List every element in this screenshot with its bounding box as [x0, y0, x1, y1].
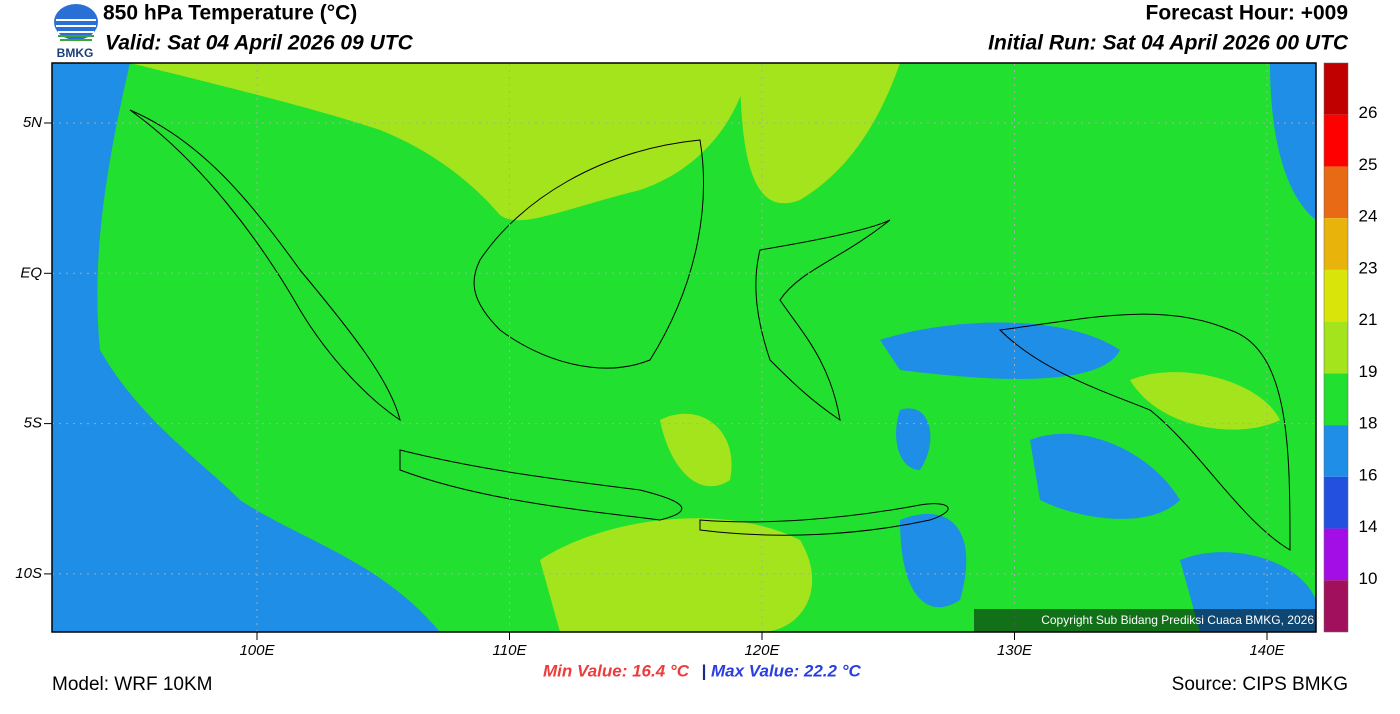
warm-area: [130, 63, 750, 221]
cold-area: [52, 470, 330, 632]
warm-area: [540, 518, 813, 632]
colorbar-label: 10: [1359, 569, 1378, 588]
colorbar-band: [1324, 528, 1348, 581]
colorbar-label: 14: [1359, 517, 1378, 536]
coastlines: [129, 109, 1291, 551]
sumatra: [129, 109, 401, 422]
lat-label: 5N: [23, 114, 42, 131]
nusa-tenggara: [699, 503, 949, 536]
valid-time: Valid: Sat 04 April 2026 09 UTC: [105, 32, 414, 55]
java: [399, 449, 683, 521]
source: Source: CIPS BMKG: [1172, 674, 1348, 695]
lon-label: 120E: [744, 642, 780, 659]
colorbar-band: [1324, 373, 1348, 426]
colorbar-band: [1324, 63, 1348, 115]
lat-label: 5S: [24, 415, 42, 432]
lon-label: 140E: [1249, 642, 1285, 659]
colorbar-label: 24: [1359, 207, 1378, 226]
lon-label: 110E: [493, 642, 528, 659]
colorbar-band: [1324, 580, 1348, 632]
logo-text: BMKG: [57, 46, 94, 60]
cold-area: [1030, 433, 1180, 519]
colorbar-label: 16: [1359, 465, 1378, 484]
cold-area: [1270, 63, 1316, 220]
colorbar-band: [1324, 218, 1348, 270]
cold-area: [900, 513, 967, 608]
logo-green: [58, 35, 94, 41]
min-value: Min Value: 16.4 °C: [543, 661, 690, 680]
map-frame: [51, 62, 1317, 633]
borneo: [473, 139, 704, 369]
logo: BMKG: [54, 4, 98, 60]
separator: |: [702, 661, 707, 680]
colorbar-label: 25: [1359, 155, 1378, 174]
title: 850 hPa Temperature (°C): [103, 2, 357, 25]
logo-globe: [54, 4, 98, 40]
sulawesi: [755, 219, 891, 422]
logo-stripes: [56, 19, 96, 33]
warm-area: [740, 63, 900, 204]
papua: [998, 313, 1291, 551]
max-value: Max Value: 22.2 °C: [711, 661, 862, 680]
warm-area: [660, 413, 732, 487]
colorbar-band: [1324, 321, 1348, 374]
copyright: Copyright Sub Bidang Prediksi Cuaca BMKG…: [1041, 613, 1314, 627]
forecast-hour: Forecast Hour: +009: [1146, 2, 1349, 25]
cold-area: [880, 322, 1120, 379]
initial-run: Initial Run: Sat 04 April 2026 00 UTC: [988, 32, 1349, 55]
lat-label: EQ: [20, 264, 42, 281]
map-field: [52, 63, 1316, 632]
colorbar-label: 26: [1359, 103, 1378, 122]
colorbar-band: [1324, 114, 1348, 167]
colorbar-label: 23: [1359, 258, 1378, 277]
lon-label: 100E: [239, 642, 275, 659]
colorbar-label: 19: [1359, 362, 1378, 381]
lon-label: 130E: [997, 642, 1033, 659]
colorbar-band: [1324, 166, 1348, 219]
colorbar-label: 21: [1359, 310, 1378, 329]
warm-area: [1130, 372, 1280, 430]
lat-label: 10S: [15, 565, 42, 582]
model: Model: WRF 10KM: [52, 674, 212, 695]
graticule: [52, 63, 1316, 632]
cold-area: [52, 63, 440, 632]
colorbar-frame: [1323, 62, 1349, 633]
colorbar-band: [1324, 269, 1348, 322]
colorbar-label: 18: [1359, 414, 1378, 433]
copyright-bg: [974, 609, 1316, 632]
colorbar: 26 25 24 23 21 19 18 16 14 10: [1323, 62, 1378, 633]
colorbar-band: [1324, 425, 1348, 477]
colorbar-band: [1324, 476, 1348, 529]
